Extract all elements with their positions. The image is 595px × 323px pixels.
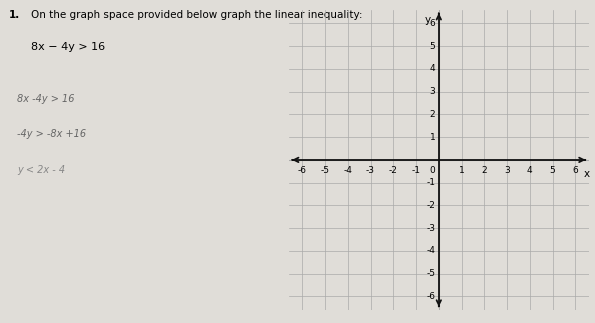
Text: 1: 1 bbox=[459, 166, 465, 174]
Text: -3: -3 bbox=[366, 166, 375, 174]
Text: 6: 6 bbox=[430, 19, 436, 28]
Text: -6: -6 bbox=[298, 166, 307, 174]
Text: -4: -4 bbox=[427, 246, 436, 255]
Text: -1: -1 bbox=[427, 178, 436, 187]
Text: 1: 1 bbox=[430, 133, 436, 141]
Text: On the graph space provided below graph the linear inequality:: On the graph space provided below graph … bbox=[31, 10, 362, 20]
Text: 1.: 1. bbox=[8, 10, 20, 20]
Text: 3: 3 bbox=[430, 87, 436, 96]
Text: -4y > -8x +16: -4y > -8x +16 bbox=[17, 129, 86, 139]
Text: -2: -2 bbox=[427, 201, 436, 210]
Text: -3: -3 bbox=[427, 224, 436, 233]
Text: y: y bbox=[425, 15, 431, 25]
Text: 5: 5 bbox=[430, 42, 436, 51]
Text: 4: 4 bbox=[430, 64, 436, 73]
Text: 2: 2 bbox=[481, 166, 487, 174]
Text: 6: 6 bbox=[572, 166, 578, 174]
Text: -4: -4 bbox=[343, 166, 352, 174]
Text: -6: -6 bbox=[427, 292, 436, 301]
Text: 8x − 4y > 16: 8x − 4y > 16 bbox=[31, 42, 105, 52]
Text: -5: -5 bbox=[427, 269, 436, 278]
Text: 5: 5 bbox=[550, 166, 556, 174]
Text: 8x -4y > 16: 8x -4y > 16 bbox=[17, 94, 74, 104]
Text: -2: -2 bbox=[389, 166, 397, 174]
Text: -5: -5 bbox=[321, 166, 330, 174]
Text: 2: 2 bbox=[430, 110, 436, 119]
Text: -1: -1 bbox=[412, 166, 421, 174]
Text: 0: 0 bbox=[430, 166, 436, 174]
Text: 3: 3 bbox=[504, 166, 510, 174]
Text: x: x bbox=[583, 169, 590, 179]
Text: y < 2x - 4: y < 2x - 4 bbox=[17, 165, 65, 175]
Text: 4: 4 bbox=[527, 166, 533, 174]
